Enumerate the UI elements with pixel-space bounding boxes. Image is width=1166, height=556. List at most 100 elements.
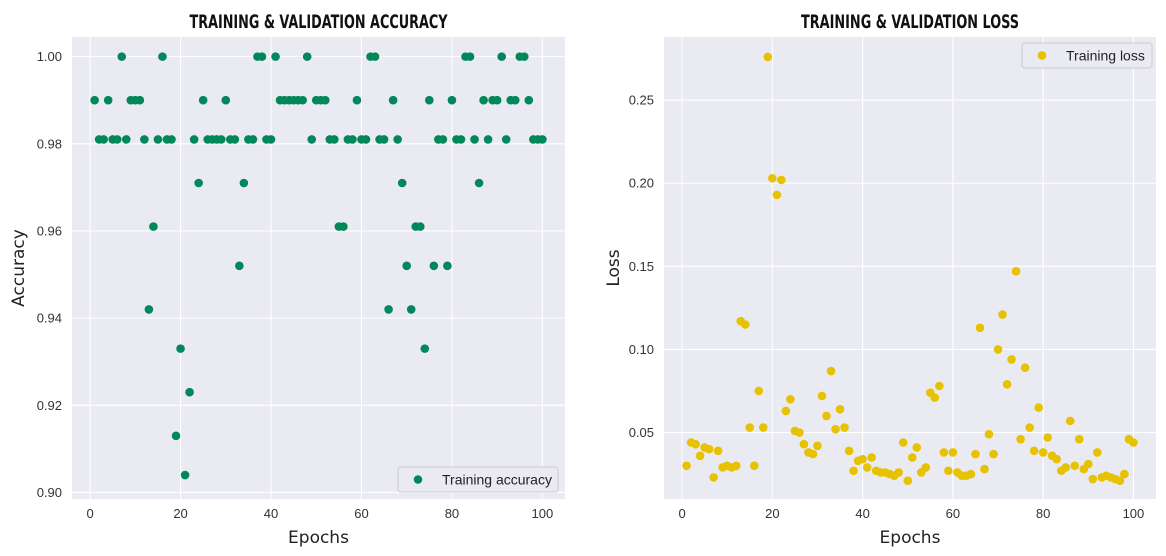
- accuracy-chart: 0 20 40 60 80 100 0.90 0.92 0.94 0.96 0.98 1.00 TRAI…: [9, 11, 565, 548]
- legend: Training loss: [1021, 42, 1153, 69]
- data-point: [135, 95, 145, 105]
- x-tick-label: 100: [532, 506, 554, 521]
- data-point: [479, 95, 488, 105]
- data-point: [1065, 416, 1075, 426]
- data-point: [682, 461, 691, 471]
- x-axis-label: Epochs: [880, 528, 941, 548]
- data-point: [406, 305, 416, 314]
- data-point: [944, 466, 953, 476]
- data-point: [993, 345, 1003, 354]
- data-point: [930, 393, 940, 402]
- data-point: [339, 222, 348, 231]
- y-tick-label: 0.05: [629, 425, 654, 440]
- data-point: [966, 469, 976, 479]
- data-point: [330, 135, 339, 144]
- data-point: [483, 135, 493, 144]
- data-point: [352, 95, 362, 105]
- data-point: [894, 468, 904, 477]
- data-point: [731, 461, 741, 471]
- data-point: [235, 261, 244, 271]
- data-point: [1088, 474, 1098, 484]
- data-point: [1038, 448, 1048, 457]
- x-tick-label: 60: [354, 506, 368, 521]
- y-axis-label: Accuracy: [9, 229, 29, 307]
- data-point: [971, 449, 980, 459]
- data-point: [149, 222, 158, 231]
- data-point: [465, 52, 475, 61]
- data-point: [1074, 434, 1084, 444]
- data-point: [492, 95, 502, 105]
- y-tick-label: 1.00: [37, 49, 62, 64]
- data-point: [844, 446, 854, 456]
- data-point: [474, 178, 484, 188]
- legend-label: Training loss: [1066, 48, 1145, 64]
- data-point: [185, 387, 194, 397]
- data-point: [1016, 434, 1025, 444]
- data-point: [519, 52, 529, 61]
- data-point: [867, 453, 876, 462]
- data-point: [691, 439, 700, 449]
- plot-area: [664, 37, 1156, 499]
- data-point: [835, 404, 845, 414]
- x-tick-label: 100: [1123, 506, 1145, 521]
- data-point: [470, 135, 479, 144]
- chart-title: TRAINING & VALIDATION LOSS: [801, 11, 1019, 33]
- data-point: [144, 305, 154, 314]
- data-point: [1002, 380, 1012, 389]
- data-point: [271, 52, 280, 61]
- data-point: [980, 464, 989, 474]
- data-point: [393, 135, 402, 144]
- data-point: [384, 305, 393, 314]
- data-point: [768, 173, 777, 183]
- data-point: [99, 135, 108, 144]
- data-point: [189, 135, 199, 144]
- legend-marker: [413, 475, 423, 484]
- data-point: [1034, 403, 1043, 412]
- data-point: [438, 135, 448, 144]
- data-point: [425, 95, 434, 105]
- data-point: [826, 366, 836, 376]
- data-point: [501, 135, 511, 144]
- data-point: [266, 135, 276, 144]
- data-point: [795, 428, 804, 437]
- data-point: [1115, 476, 1125, 486]
- data-point: [1083, 459, 1093, 469]
- data-point: [1061, 463, 1071, 472]
- data-point: [456, 135, 466, 144]
- y-tick-label: 0.90: [37, 485, 62, 500]
- data-point: [221, 95, 231, 105]
- data-point: [171, 431, 181, 441]
- plot-area: [72, 37, 565, 499]
- data-point: [989, 449, 998, 459]
- x-tick-label: 40: [855, 506, 869, 521]
- data-point: [1093, 448, 1102, 457]
- data-point: [935, 381, 944, 391]
- data-point: [117, 52, 127, 61]
- data-point: [379, 135, 389, 144]
- data-point: [704, 444, 714, 454]
- data-point: [510, 95, 520, 105]
- data-point: [740, 320, 750, 329]
- data-point: [713, 446, 723, 456]
- y-tick-label: 0.25: [629, 93, 654, 108]
- data-point: [447, 95, 457, 105]
- data-point: [759, 423, 768, 432]
- data-point: [524, 95, 534, 105]
- x-tick-label: 60: [946, 506, 960, 521]
- data-point: [420, 344, 430, 353]
- data-point: [984, 429, 994, 439]
- data-point: [695, 451, 705, 461]
- data-point: [1043, 433, 1052, 442]
- x-tick-label: 0: [678, 506, 685, 521]
- data-point: [167, 135, 176, 144]
- data-point: [112, 135, 122, 144]
- data-point: [538, 135, 547, 144]
- data-point: [153, 135, 163, 144]
- y-tick-label: 0.98: [37, 136, 62, 151]
- data-point: [903, 476, 913, 486]
- data-point: [862, 463, 872, 472]
- data-point: [140, 135, 149, 144]
- data-point: [975, 323, 985, 333]
- y-tick-label: 0.96: [37, 223, 62, 238]
